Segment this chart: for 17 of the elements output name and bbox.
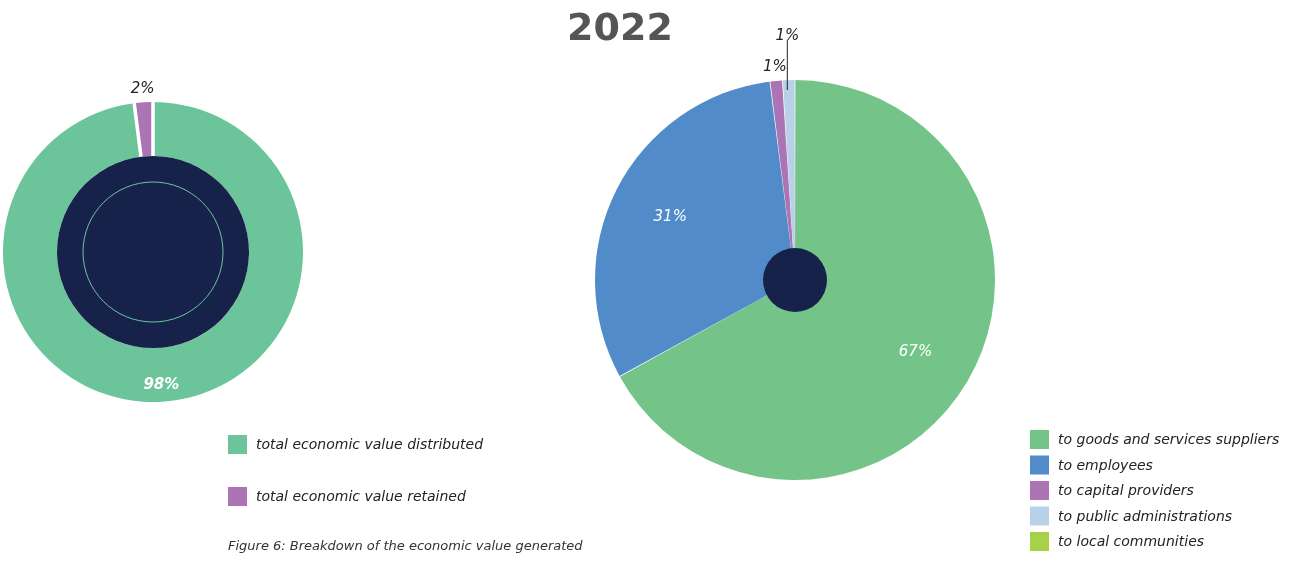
data-label: 31%: [653, 206, 687, 225]
legend-label: total economic value distributed: [256, 436, 484, 452]
caption: Figure 6: Breakdown of the economic value generated: [228, 538, 584, 553]
pie-slice: [619, 80, 995, 480]
legend-label: to goods and services suppliers: [1058, 431, 1280, 447]
data-label: 67%: [898, 341, 933, 360]
data-label: 2%: [130, 78, 155, 97]
legend-label: to employees: [1058, 456, 1153, 473]
donut-slice: [135, 102, 152, 157]
chart-title: 2022: [567, 5, 673, 49]
legend-label: to capital providers: [1058, 482, 1194, 498]
data-label: 1%: [762, 57, 787, 76]
data-label: 98%: [143, 375, 180, 394]
legend-label: total economic value retained: [256, 488, 466, 504]
legend-label: to public administrations: [1058, 507, 1233, 524]
legend-label: to local communities: [1058, 533, 1205, 549]
data-label: 1%: [775, 25, 800, 44]
